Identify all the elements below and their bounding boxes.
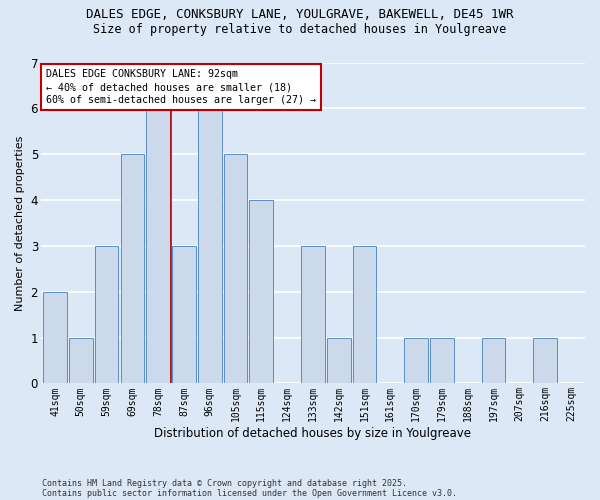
- Bar: [146, 108, 170, 384]
- Bar: [224, 154, 247, 384]
- Bar: [482, 338, 505, 384]
- Bar: [533, 338, 557, 384]
- Text: Contains public sector information licensed under the Open Government Licence v3: Contains public sector information licen…: [42, 488, 457, 498]
- Text: DALES EDGE CONKSBURY LANE: 92sqm
← 40% of detached houses are smaller (18)
60% o: DALES EDGE CONKSBURY LANE: 92sqm ← 40% o…: [46, 69, 316, 106]
- Bar: [250, 200, 273, 384]
- Bar: [121, 154, 144, 384]
- Text: Size of property relative to detached houses in Youlgreave: Size of property relative to detached ho…: [94, 22, 506, 36]
- Bar: [69, 338, 92, 384]
- Bar: [327, 338, 350, 384]
- Bar: [430, 338, 454, 384]
- Bar: [172, 246, 196, 384]
- Text: DALES EDGE, CONKSBURY LANE, YOULGRAVE, BAKEWELL, DE45 1WR: DALES EDGE, CONKSBURY LANE, YOULGRAVE, B…: [86, 8, 514, 20]
- Bar: [95, 246, 118, 384]
- Bar: [353, 246, 376, 384]
- Bar: [198, 108, 221, 384]
- X-axis label: Distribution of detached houses by size in Youlgreave: Distribution of detached houses by size …: [154, 427, 472, 440]
- Y-axis label: Number of detached properties: Number of detached properties: [15, 136, 25, 310]
- Bar: [43, 292, 67, 384]
- Bar: [301, 246, 325, 384]
- Bar: [404, 338, 428, 384]
- Text: Contains HM Land Registry data © Crown copyright and database right 2025.: Contains HM Land Registry data © Crown c…: [42, 478, 407, 488]
